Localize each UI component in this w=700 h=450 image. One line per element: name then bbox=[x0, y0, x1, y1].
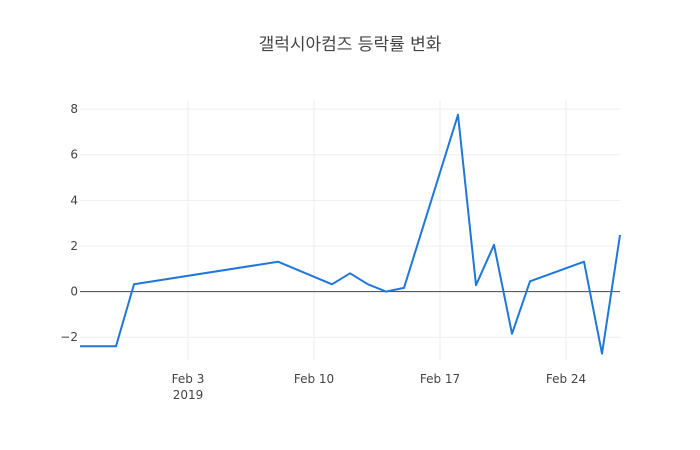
y-tick-label: 6 bbox=[70, 148, 78, 162]
x-tick-label: Feb 24 bbox=[546, 372, 586, 386]
grid bbox=[80, 100, 620, 360]
chart-title: 갤럭시아컴즈 등락률 변화 bbox=[259, 35, 442, 55]
y-tick-label: 0 bbox=[70, 285, 78, 299]
x-tick-label: Feb 3 bbox=[172, 372, 205, 386]
x-tick-sublabel: 2019 bbox=[173, 388, 204, 402]
y-tick-label: 2 bbox=[70, 239, 78, 253]
y-tick-label: 8 bbox=[70, 102, 78, 116]
series-layer bbox=[80, 113, 621, 355]
y-tick-label: −2 bbox=[60, 330, 78, 344]
x-tick-label: Feb 17 bbox=[420, 372, 460, 386]
x-tick-label: Feb 10 bbox=[294, 372, 334, 386]
y-axis-ticks: −2 0 2 4 6 8 bbox=[60, 102, 78, 344]
y-tick-label: 4 bbox=[70, 193, 78, 207]
x-axis-ticks: Feb 3 2019 Feb 10 Feb 17 Feb 24 bbox=[172, 372, 587, 402]
series-line bbox=[80, 113, 621, 355]
